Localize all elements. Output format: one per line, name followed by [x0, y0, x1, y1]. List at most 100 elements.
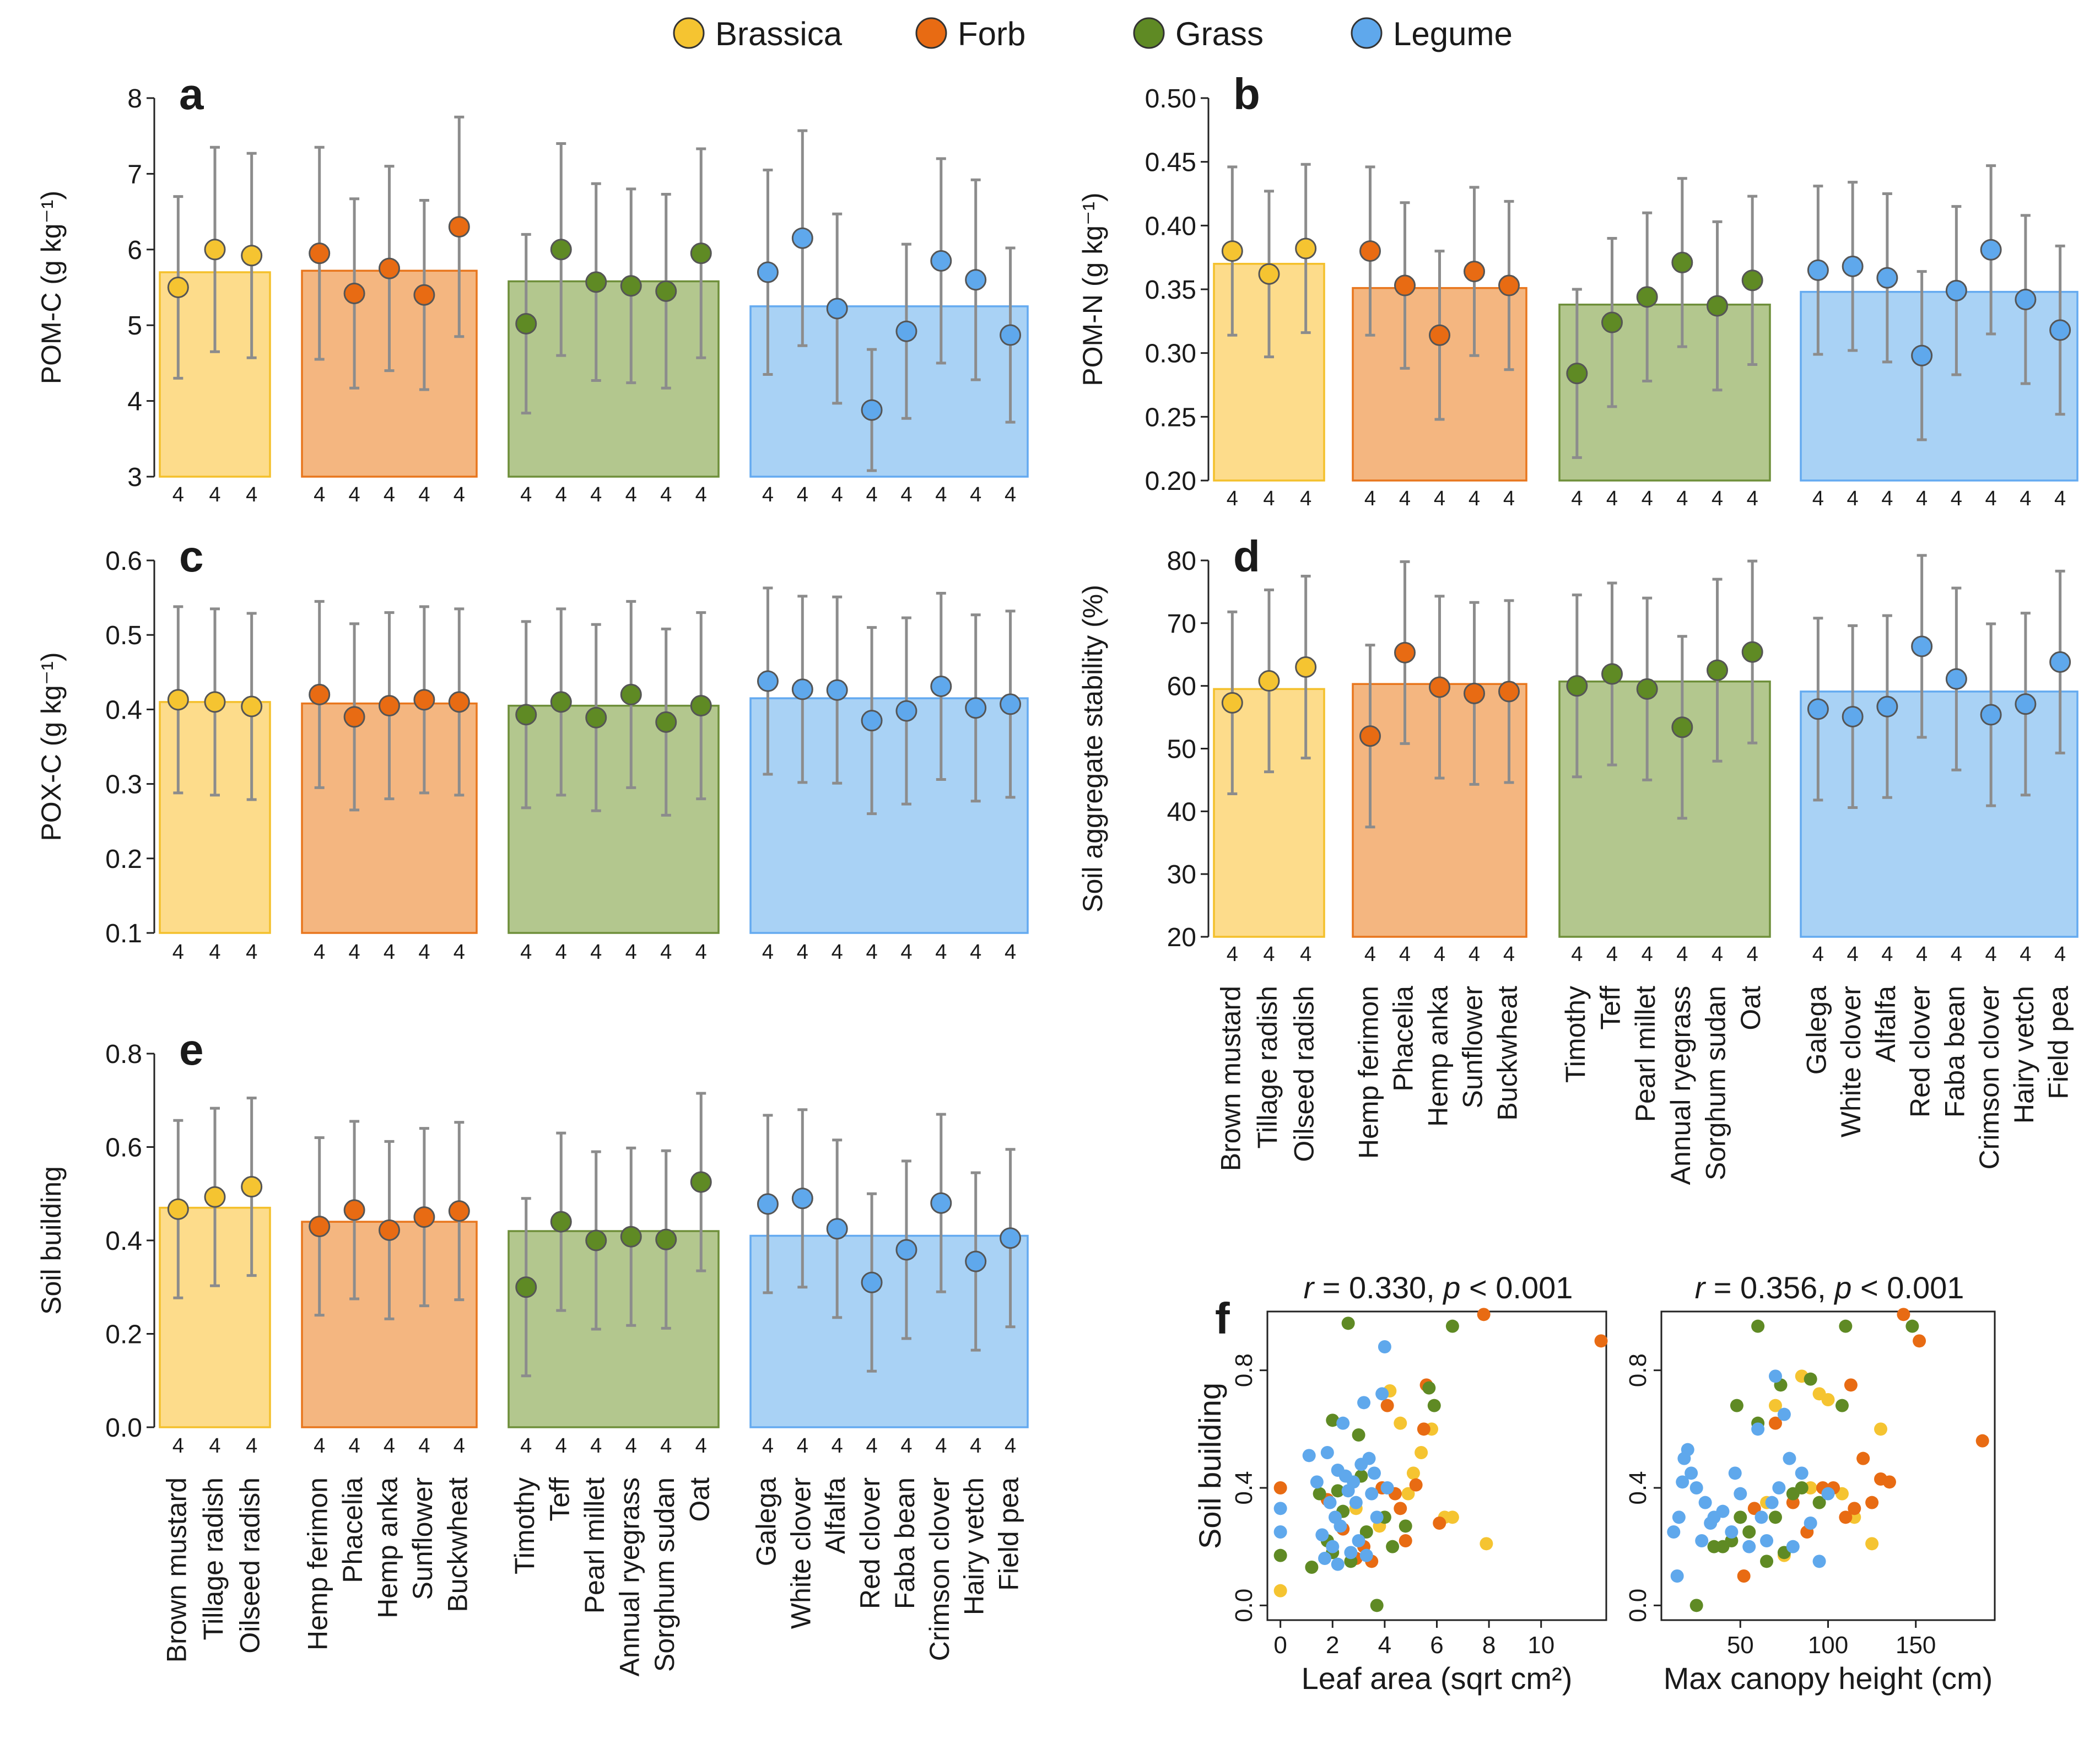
- category-label: White clover: [785, 1477, 816, 1629]
- bar-grass: [508, 704, 720, 934]
- legend-label-legume: Legume: [1393, 15, 1513, 52]
- category-label: Hemp ferimon: [303, 1477, 333, 1650]
- scatter-point-legume: [1698, 1496, 1712, 1509]
- point-phacelia: [343, 1199, 365, 1221]
- n-label: 4: [520, 1434, 532, 1458]
- scatter-point-legume: [1349, 1496, 1363, 1509]
- n-label: 4: [2020, 487, 2031, 510]
- category-label: Pearl millet: [1630, 986, 1661, 1122]
- scatter-point-brassica: [1406, 1466, 1420, 1480]
- y-tick-label-b: 0.20: [1145, 467, 1196, 496]
- category-label: Crimson clover: [924, 1477, 955, 1661]
- y-tick-label-d: 60: [1167, 672, 1196, 701]
- scatter-point-forb: [1433, 1517, 1446, 1530]
- category-label: Timothy: [509, 1477, 540, 1574]
- panel-e: 0.0 0.2 0.4 0.6 0.8 Soil building e 4 Brown must…: [36, 1025, 1029, 1676]
- category-label: Field pea: [994, 1477, 1024, 1591]
- n-label: 4: [418, 941, 430, 964]
- scatter-point-grass: [1760, 1555, 1774, 1568]
- y-tick-label-d: 80: [1167, 547, 1196, 576]
- y-tick-label-b: 0.40: [1145, 212, 1196, 241]
- n-label: 4: [555, 1434, 567, 1458]
- n-label: 4: [246, 941, 257, 964]
- point-red-clover: [1911, 635, 1933, 657]
- x-tick-label: 4: [1378, 1632, 1391, 1659]
- scatter-point-grass: [1422, 1381, 1436, 1395]
- point-timothy: [515, 704, 537, 726]
- n-label: 4: [384, 483, 395, 506]
- y-tick-label-d: 70: [1167, 609, 1196, 639]
- scatter-point-forb: [1399, 1534, 1412, 1547]
- scatter-point-forb: [1882, 1475, 1896, 1489]
- y-tick-label-e: 0.6: [105, 1134, 142, 1163]
- scatter-point-legume: [1320, 1446, 1334, 1459]
- category-label: Phacelia: [1388, 986, 1419, 1092]
- scatter-point-legume: [1689, 1481, 1703, 1494]
- point-pearl-millet: [585, 271, 607, 293]
- point-timothy: [515, 312, 537, 334]
- y-tick-label: 0.0: [1230, 1589, 1257, 1622]
- scatter-point-legume: [1685, 1466, 1698, 1480]
- point-phacelia: [343, 282, 365, 304]
- scatter-point-legume: [1768, 1369, 1782, 1383]
- legend-item-brassica: Brassica: [673, 15, 843, 52]
- scatter-point-forb: [1737, 1569, 1751, 1583]
- n-label: 4: [762, 1434, 774, 1458]
- category-label: Field pea: [2043, 986, 2074, 1099]
- y-axis-label-a: POM-C (g kg⁻¹): [36, 191, 67, 384]
- point-pearl-millet: [1636, 678, 1658, 700]
- scatter-point-legume: [1336, 1416, 1350, 1430]
- n-label: 4: [900, 483, 912, 506]
- point-galega: [1807, 259, 1829, 281]
- point-sunflower: [413, 689, 435, 711]
- point-pearl-millet: [1636, 286, 1658, 308]
- point-hemp-anka: [379, 257, 400, 279]
- y-tick-label-c: 0.1: [105, 919, 142, 948]
- group-forb: 4 Hemp ferimon 4 Phacelia 4 Hemp anka 4 Sunflow…: [301, 1120, 478, 1650]
- stat-r-value: = 0.330,: [1314, 1270, 1443, 1305]
- legend-swatch-brassica: [673, 17, 705, 49]
- x-tick-label: 100: [1808, 1632, 1848, 1659]
- n-label: 4: [935, 941, 947, 964]
- point-sunflower: [413, 284, 435, 306]
- y-tick-label-e: 0.4: [105, 1227, 142, 1256]
- group-grass: 4 Timothy 4 Teff 4 Pearl millet 4 Annual ryegra…: [508, 1092, 720, 1676]
- category-label: Sunflower: [407, 1477, 438, 1600]
- y-tick-label-e: 0.8: [105, 1040, 142, 1069]
- group-legume: 4 Galega 4 White clover 4 Alfalfa 4 Red clover 4…: [749, 1108, 1029, 1661]
- category-label: Oat: [1735, 986, 1766, 1030]
- n-label: 4: [935, 1434, 947, 1458]
- point-faba-bean: [895, 1239, 917, 1261]
- point-brown-mustard: [1221, 240, 1243, 262]
- category-label: Alfalfa: [820, 1477, 851, 1554]
- point-alfalfa: [826, 1218, 848, 1240]
- scatter-point-legume: [1704, 1517, 1718, 1530]
- point-hairy-vetch: [965, 697, 987, 719]
- scatter-point-legume: [1310, 1475, 1324, 1489]
- legend-swatch-forb: [915, 17, 947, 49]
- point-red-clover: [1911, 344, 1933, 366]
- category-label: Buckwheat: [1492, 986, 1523, 1121]
- n-label: 4: [172, 941, 184, 964]
- scatter-point-forb: [1839, 1510, 1853, 1524]
- n-label: 4: [970, 483, 981, 506]
- scatter-point-legume: [1367, 1466, 1381, 1480]
- point-hairy-vetch: [2015, 289, 2037, 311]
- point-teff: [550, 1211, 572, 1233]
- category-label: Crimson clover: [1974, 986, 2005, 1169]
- point-oilseed-radish: [1295, 656, 1317, 678]
- scatter-point-grass: [1427, 1399, 1441, 1412]
- point-white-clover: [791, 227, 813, 249]
- n-label: 4: [1812, 487, 1824, 510]
- point-galega: [757, 261, 779, 283]
- scatter-point-forb: [1394, 1502, 1407, 1515]
- point-crimson-clover: [930, 675, 952, 697]
- n-label: 4: [454, 1434, 465, 1458]
- scatter-point-legume: [1370, 1510, 1384, 1524]
- point-alfalfa: [1876, 267, 1898, 289]
- n-label: 4: [1606, 943, 1618, 966]
